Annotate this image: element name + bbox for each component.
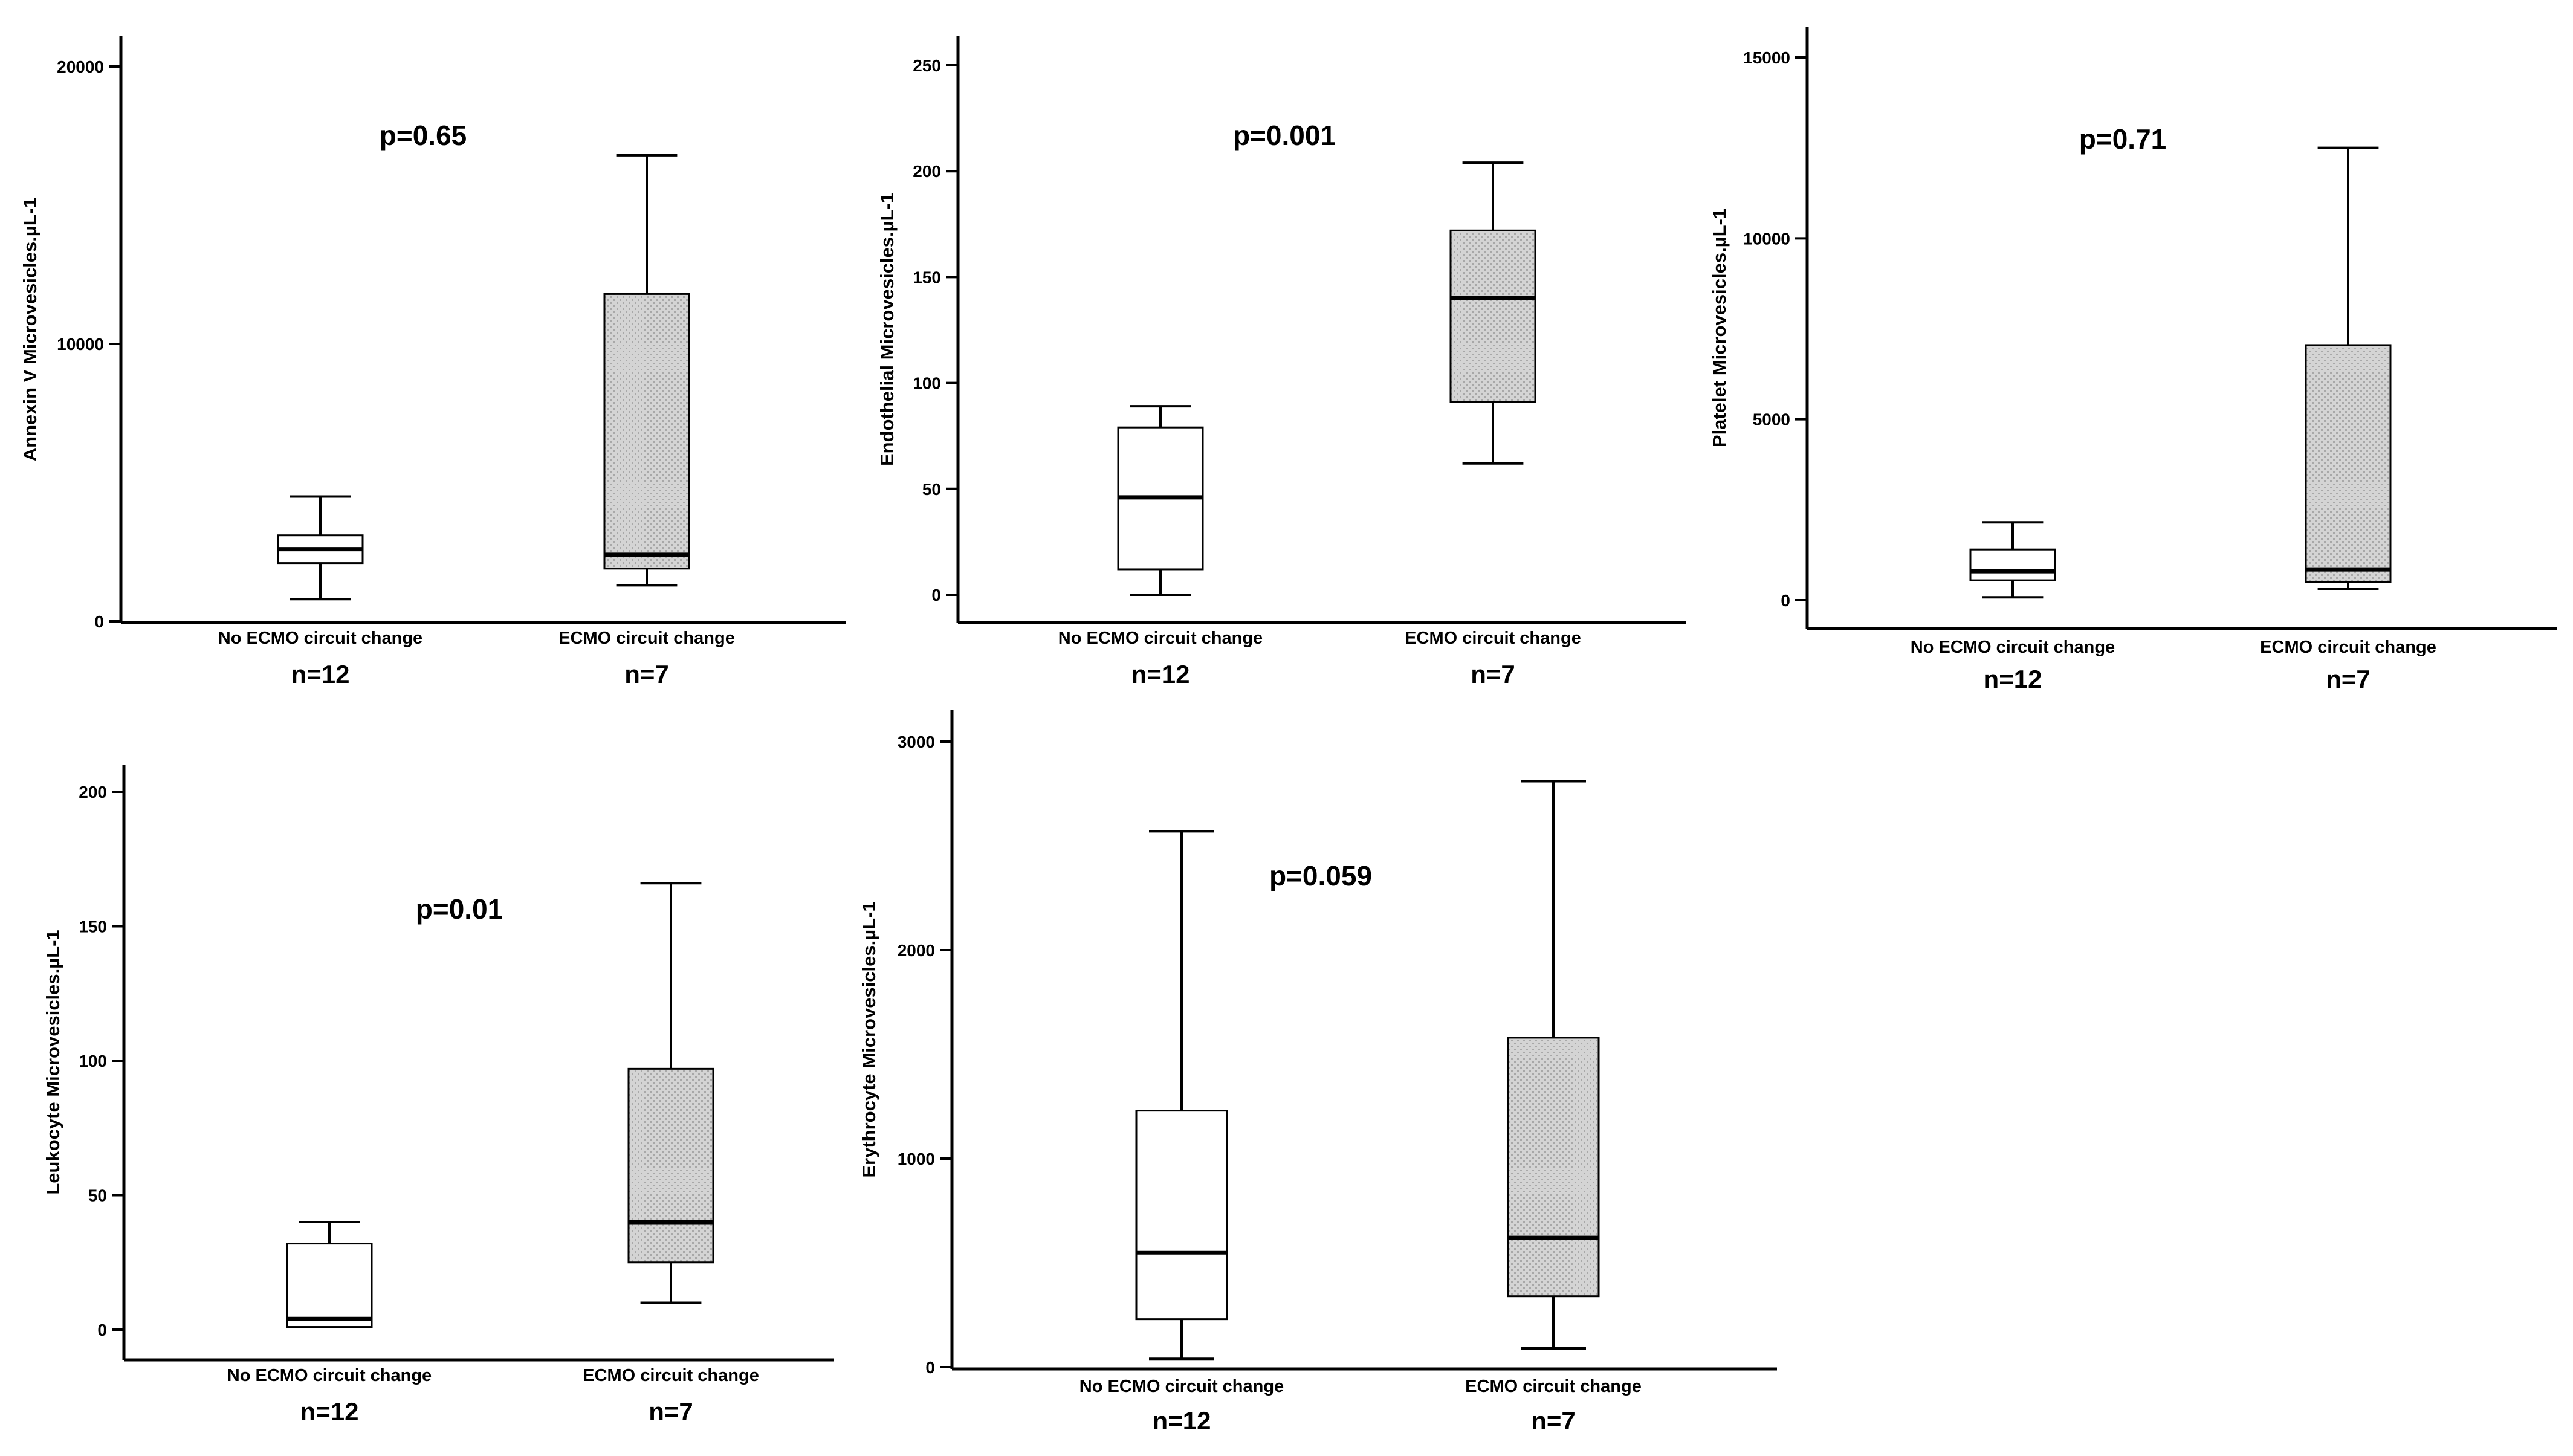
x-category-label: No ECMO circuit change: [218, 629, 422, 648]
y-tick-label: 200: [79, 783, 107, 801]
x-category-label: ECMO circuit change: [583, 1366, 759, 1385]
sample-size-label: n=7: [1471, 660, 1515, 688]
y-tick-label: 5000: [1753, 410, 1790, 429]
x-category-label: No ECMO circuit change: [1079, 1377, 1284, 1396]
x-category-label: ECMO circuit change: [2260, 638, 2436, 657]
box-ecmo-change: [603, 154, 690, 587]
y-tick-label: 15000: [1743, 48, 1790, 67]
y-axis-title: Platelet Microvesicles.µL-1: [1709, 209, 1730, 447]
sample-size-label: n=7: [1531, 1406, 1576, 1435]
box-no-ecmo-change: [277, 495, 364, 601]
box-ecmo-change: [2305, 146, 2392, 591]
sample-size-label: n=7: [624, 660, 669, 688]
iqr-box: [1135, 1110, 1228, 1321]
iqr-box: [1507, 1037, 1600, 1298]
y-tick-label: 100: [913, 374, 941, 393]
iqr-box: [603, 293, 690, 570]
boxplot-panel-4: 0 50 100 150 200 Leukocyte Microvesicles.µL-1…: [42, 765, 834, 1426]
box-ecmo-change: [1449, 161, 1536, 465]
y-tick-label: 150: [79, 917, 107, 936]
box-ecmo-change: [627, 882, 714, 1304]
y-tick-label: 250: [913, 56, 941, 75]
p-value-label: p=0.71: [2079, 123, 2167, 155]
y-tick-label: 0: [94, 612, 104, 631]
y-tick-label: 0: [1781, 591, 1790, 610]
p-value-label: p=0.65: [380, 120, 467, 151]
box-no-ecmo-change: [286, 1221, 373, 1328]
x-category-label: No ECMO circuit change: [227, 1366, 432, 1385]
y-tick-label: 0: [931, 586, 941, 604]
sample-size-label: n=7: [2326, 665, 2371, 693]
x-category-label: ECMO circuit change: [558, 629, 735, 648]
boxplot-panel-1: 0 10000 20000 Annexin V Microvesicles.µL-1 p…: [19, 36, 846, 688]
y-tick-label: 50: [88, 1186, 107, 1205]
x-category-label: No ECMO circuit change: [1911, 638, 2115, 657]
y-axis-title: Endothelial Microvesicles.µL-1: [876, 193, 898, 466]
sample-size-label: n=12: [300, 1397, 359, 1426]
sample-size-label: n=12: [1153, 1406, 1211, 1435]
x-category-label: ECMO circuit change: [1465, 1377, 1642, 1396]
iqr-box: [2305, 344, 2392, 583]
boxplot-panel-3: 0 5000 10000 15000 Platelet Microvesicles.µL…: [1709, 27, 2557, 693]
boxplot-panel-2: 0 50 100 150 200 250 Endothelial Microvesicles…: [876, 36, 1686, 688]
p-value-label: p=0.059: [1269, 860, 1372, 891]
sample-size-label: n=12: [1131, 660, 1190, 688]
p-value-label: p=0.01: [416, 893, 503, 925]
box-ecmo-change: [1507, 780, 1600, 1350]
p-value-label: p=0.001: [1233, 120, 1336, 151]
box-no-ecmo-change: [1135, 830, 1228, 1361]
box-no-ecmo-change: [1117, 405, 1204, 596]
iqr-box: [1449, 229, 1536, 403]
y-tick-label: 10000: [57, 335, 104, 354]
y-tick-label: 200: [913, 162, 941, 181]
y-tick-label: 150: [913, 268, 941, 286]
sample-size-label: n=12: [1984, 665, 2042, 693]
y-tick-label: 3000: [898, 733, 935, 751]
y-tick-label: 0: [97, 1321, 107, 1339]
x-category-label: No ECMO circuit change: [1058, 629, 1263, 648]
iqr-box: [627, 1067, 714, 1264]
y-tick-label: 100: [79, 1052, 107, 1070]
iqr-box: [1969, 548, 2056, 581]
y-tick-label: 50: [922, 480, 941, 499]
y-tick-label: 20000: [57, 57, 104, 76]
y-tick-label: 2000: [898, 941, 935, 960]
boxplot-panel-5: 0 1000 2000 3000 Erythrocyte Microvesicles.µ…: [858, 710, 1777, 1435]
y-axis-title: Erythrocyte Microvesicles.µL-1: [858, 901, 879, 1177]
y-tick-label: 0: [925, 1358, 935, 1377]
sample-size-label: n=7: [649, 1397, 693, 1426]
box-no-ecmo-change: [1969, 521, 2056, 599]
sample-size-label: n=12: [291, 660, 350, 688]
y-tick-label: 1000: [898, 1150, 935, 1168]
y-axis-title: Leukocyte Microvesicles.µL-1: [42, 930, 63, 1194]
y-tick-label: 10000: [1743, 229, 1790, 248]
x-category-label: ECMO circuit change: [1405, 629, 1581, 648]
iqr-box: [286, 1243, 373, 1328]
y-axis-title: Annexin V Microvesicles.µL-1: [19, 198, 40, 462]
